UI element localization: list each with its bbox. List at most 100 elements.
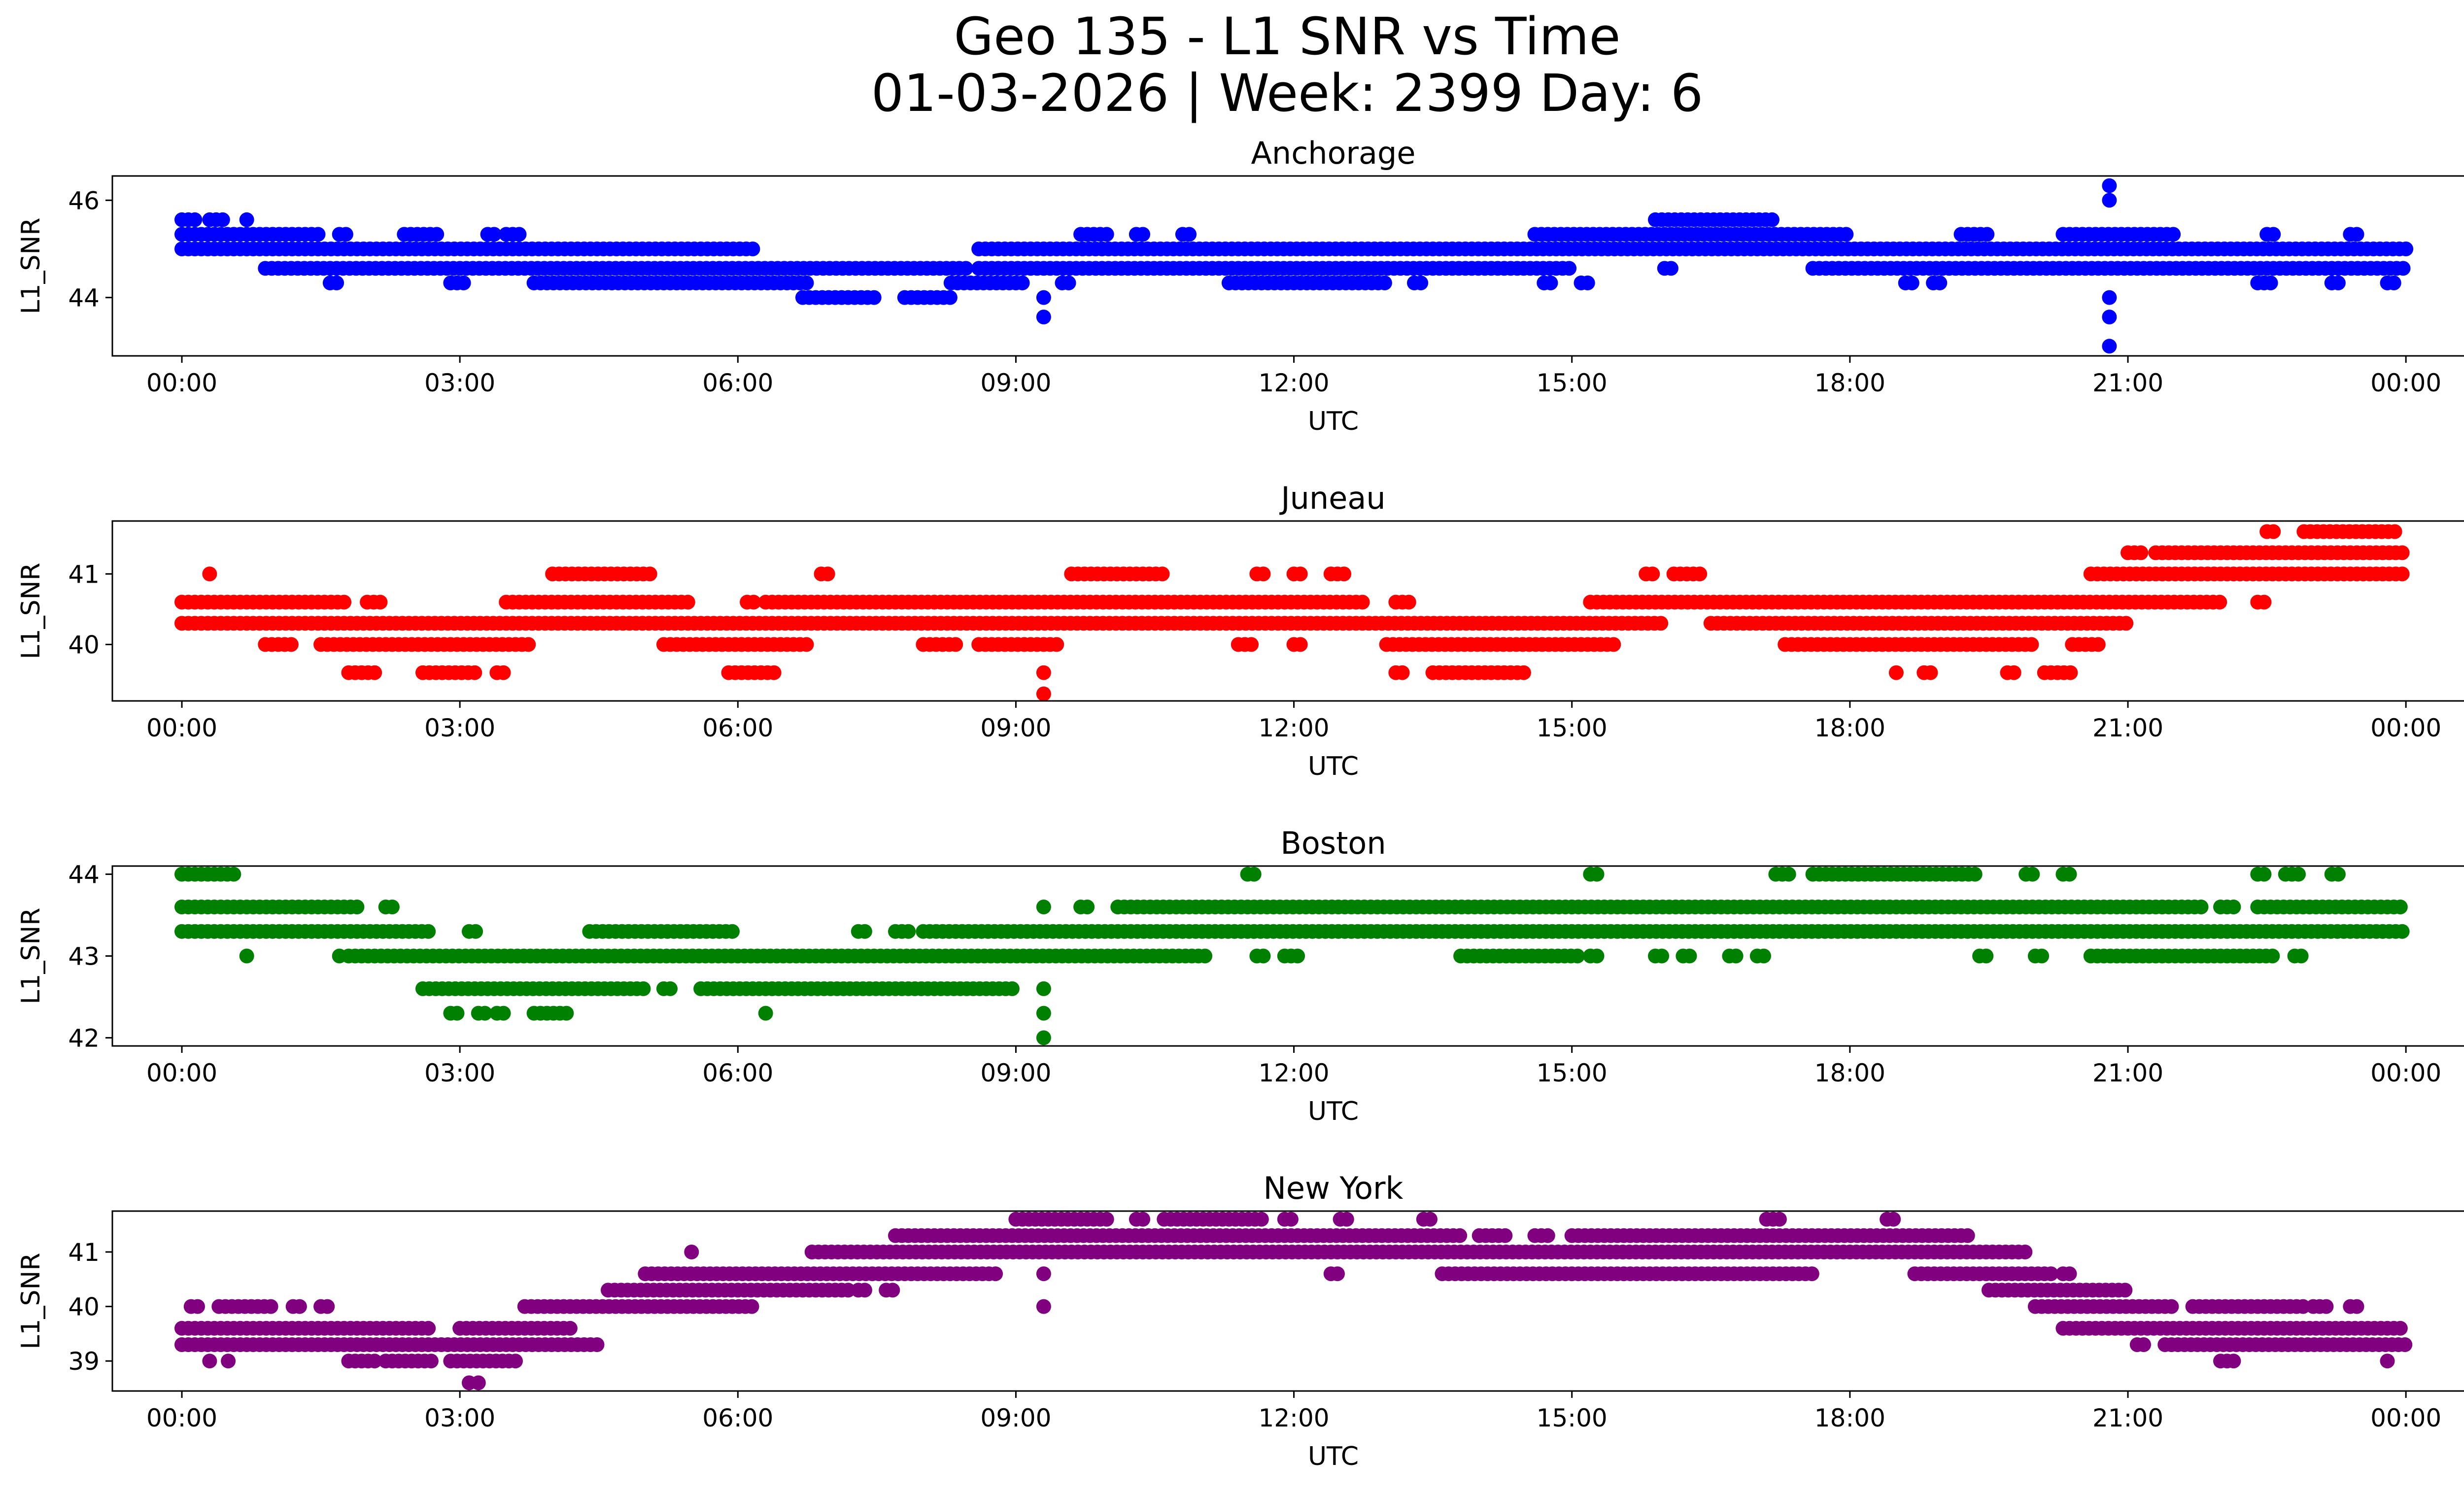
data-point [1967,867,1983,882]
data-point [1804,1266,1819,1282]
x-tick-label: 12:00 [1259,369,1330,397]
data-point [1413,276,1429,290]
data-point [948,637,963,652]
data-point [2349,227,2364,242]
figure-title-line2: 01-03-2026 | Week: 2399 Day: 6 [871,63,1703,123]
data-point [2291,867,2306,882]
data-point [1036,290,1051,305]
data-point [423,1354,439,1369]
data-point [373,594,388,610]
x-tick-label: 15:00 [1537,714,1608,742]
data-point [2164,1299,2179,1314]
data-point [1036,1030,1051,1045]
data-point [942,290,958,305]
data-point [338,227,353,242]
x-tick-label: 18:00 [1814,1404,1885,1432]
x-tick-label: 00:00 [2370,1404,2441,1432]
data-point [2226,1354,2241,1369]
data-point [496,1006,511,1021]
data-point [2387,524,2402,539]
data-point [202,566,217,582]
x-axis-label: UTC [1308,407,1359,436]
data-point [1246,867,1262,882]
data-point [496,665,511,680]
data-point [2034,948,2050,964]
x-axis-label: UTC [1308,1442,1359,1471]
data-point [725,924,740,939]
data-point [1960,1228,1975,1243]
subplot-4: New York 00:00 03:00 06:00 09:00 12:00 15:00 18… [16,1170,2464,1471]
data-point [1728,948,1744,964]
data-point [508,1354,523,1369]
data-point [2006,665,2021,680]
data-point [1293,566,1308,582]
data-point [1663,261,1678,276]
y-tick-label: 41 [68,560,100,589]
data-point [2062,1266,2077,1282]
data-point [562,1321,578,1336]
data-point [1036,665,1051,680]
data-point [1099,1212,1114,1227]
x-tick-label: 00:00 [2370,714,2441,742]
data-point [1036,310,1051,325]
data-point [471,1375,486,1391]
data-point [758,1006,773,1021]
data-point [1355,594,1370,610]
data-point [2349,1299,2364,1314]
data-point [239,948,254,964]
x-tick-label: 18:00 [1814,1059,1885,1087]
data-point [820,566,835,582]
data-point [1155,566,1170,582]
data-point [1256,566,1271,582]
scatter-series [174,178,2414,354]
data-point [2265,948,2280,964]
data-point [2380,1354,2395,1369]
axes-frame [111,520,2464,702]
data-point [1293,637,1308,652]
data-point [477,1006,492,1021]
data-point [190,1299,205,1314]
data-point [1036,686,1051,701]
data-point [1606,637,1621,652]
x-tick-label: 18:00 [1814,714,1885,742]
data-point [1781,867,1796,882]
x-tick-label: 12:00 [1259,1059,1330,1087]
subplot-title: Boston [1280,825,1386,861]
data-point [866,290,882,305]
data-point [589,1337,605,1352]
x-tick-label: 00:00 [146,714,217,742]
data-point [1036,1266,1051,1282]
data-point [1080,900,1095,914]
data-point [1589,948,1605,964]
data-point [2395,545,2410,560]
data-point [456,276,471,290]
data-point [1049,637,1064,652]
data-point [2119,616,2134,631]
data-point [1692,566,1708,582]
x-tick-label: 12:00 [1259,714,1330,742]
x-tick-label: 09:00 [980,369,1051,397]
subplot-1: Anchorage 00:00 03:00 06:00 09:00 12:00 15:00 1… [16,135,2464,436]
x-tick-label: 09:00 [980,1059,1051,1087]
data-point [2226,900,2241,914]
data-point [2102,310,2117,325]
x-tick-label: 09:00 [980,714,1051,742]
data-point [1290,948,1305,964]
data-point [1401,594,1416,610]
data-point [799,637,814,652]
data-point [1004,981,1020,996]
data-point [1061,276,1076,290]
data-point [337,594,352,610]
data-point [680,594,695,610]
data-point [1764,212,1780,227]
data-point [2102,178,2117,193]
x-tick-label: 18:00 [1814,369,1885,397]
data-point [310,227,326,242]
data-point [2102,290,2117,305]
data-point [2397,1337,2413,1352]
data-point [367,665,382,680]
data-point [1888,665,1904,680]
data-point [1839,227,1854,242]
x-tick-label: 06:00 [702,369,773,397]
